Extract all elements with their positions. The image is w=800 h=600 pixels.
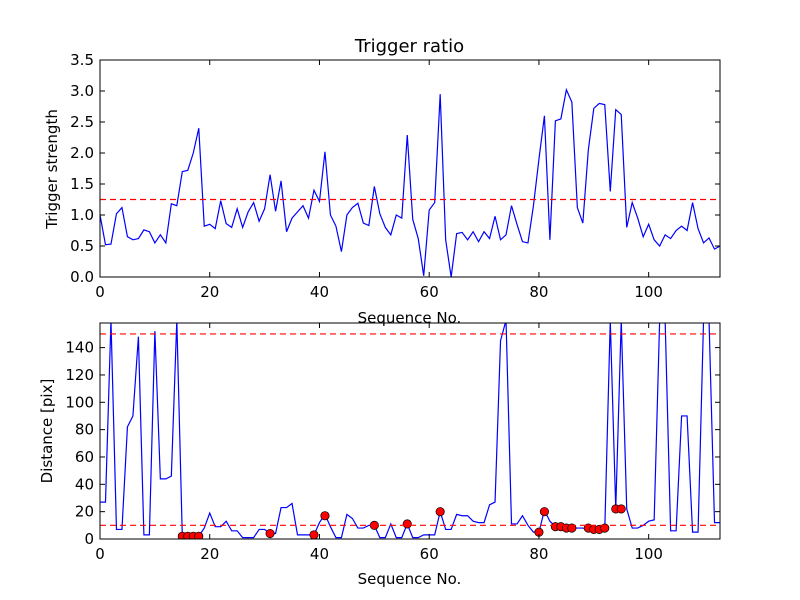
chart-title: Trigger ratio bbox=[354, 36, 464, 57]
y-tick-label: 2.0 bbox=[70, 144, 94, 162]
flag-point bbox=[194, 531, 204, 539]
axes-frame bbox=[99, 322, 721, 540]
flag-point bbox=[539, 507, 549, 517]
x-tick-label: 20 bbox=[200, 283, 219, 301]
trigger-ratio-plot-area: 0 20 40 60 80 100 0.0 0.5 1.0 1.5 2.0 2.5 3.0 3.5 bbox=[70, 51, 721, 301]
y-tick-label: 2.5 bbox=[70, 113, 94, 131]
x-tick-label: 100 bbox=[634, 545, 663, 563]
axes-frame bbox=[99, 59, 721, 278]
x-tick-label: 100 bbox=[634, 283, 663, 301]
flag-point bbox=[616, 504, 626, 514]
x-axis-label-bottom: Sequence No. bbox=[358, 570, 462, 588]
trigger-ratio-panel: Trigger ratio 0 20 40 60 80 100 0.0 0.5 1.0 1.5 2.… bbox=[43, 36, 721, 327]
y-tick-label: 40 bbox=[75, 475, 94, 493]
x-tick-label: 40 bbox=[310, 545, 329, 563]
x-tick-label: 80 bbox=[529, 545, 548, 563]
y-tick-label: 120 bbox=[65, 366, 94, 384]
x-tick-label: 40 bbox=[310, 283, 329, 301]
flag-point bbox=[309, 530, 319, 539]
flag-point bbox=[600, 523, 610, 533]
y-tick-label: 100 bbox=[65, 393, 94, 411]
y-tick-label: 20 bbox=[75, 503, 94, 521]
y-tick-label: 0 bbox=[84, 530, 94, 548]
y-tick-label: 60 bbox=[75, 448, 94, 466]
y-tick-label: 0.0 bbox=[70, 268, 94, 286]
distance-plot-area: 0 20 40 60 80 100 0 20 40 60 80 100 120 140 bbox=[65, 322, 721, 563]
flag-point bbox=[567, 523, 577, 533]
x-axis-label-top: Sequence No. bbox=[358, 309, 462, 327]
x-tick-label: 0 bbox=[95, 283, 105, 301]
y-axis-label-bottom: Distance [pix] bbox=[38, 379, 56, 484]
y-tick-label: 1.0 bbox=[70, 206, 94, 224]
y-tick-label: 3.0 bbox=[70, 82, 94, 100]
flag-point bbox=[265, 528, 275, 539]
flag-point bbox=[320, 511, 330, 521]
x-tick-label: 0 bbox=[95, 545, 105, 563]
x-tick-label: 60 bbox=[420, 283, 439, 301]
series-line bbox=[100, 323, 720, 539]
x-tick-label: 60 bbox=[420, 545, 439, 563]
flag-point bbox=[435, 507, 445, 517]
y-tick-label: 1.5 bbox=[70, 175, 94, 193]
x-tick-label: 80 bbox=[529, 283, 548, 301]
y-tick-label: 140 bbox=[65, 339, 94, 357]
y-axis-label-top: Trigger strength bbox=[43, 109, 61, 230]
flag-point bbox=[402, 519, 412, 529]
y-tick-label: 0.5 bbox=[70, 237, 94, 255]
y-tick-label: 3.5 bbox=[70, 51, 94, 69]
x-tick-label: 20 bbox=[200, 545, 219, 563]
series-line bbox=[100, 87, 720, 277]
distance-panel: 0 20 40 60 80 100 0 20 40 60 80 100 120 140 Sequence … bbox=[38, 322, 721, 588]
y-tick-label: 80 bbox=[75, 421, 94, 439]
